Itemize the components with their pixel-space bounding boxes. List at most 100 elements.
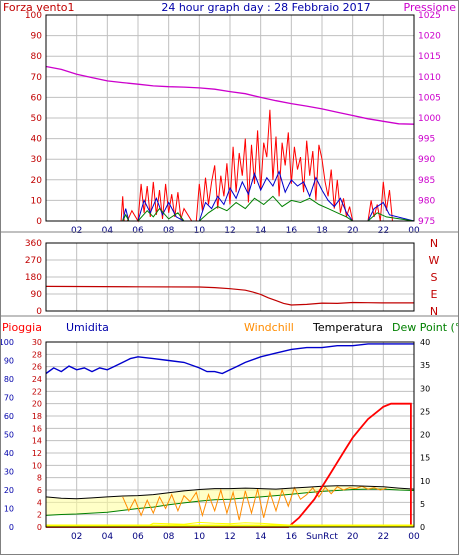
series-temperature-line [45,485,415,500]
wind-pressure-tick-labels: 0102030405060708090100975980985990995100… [25,11,441,236]
wind-y-tick-5: 50 [31,114,43,124]
wind-x-tick-5: 12 [224,226,235,236]
wind-x-tick-9: 20 [347,226,359,236]
temp-x-tick-1: 04 [102,532,114,542]
wind-y-tick-8: 80 [31,52,43,62]
wind-direction-frame [45,242,415,312]
rain-y-tick-6: 12 [32,449,42,458]
wind-x-tick-0: 02 [71,226,82,236]
pressure-y-tick-5: 1000 [418,114,441,124]
temp-y-tick-8: 40 [420,338,430,347]
direction-compass-tick-4: N [430,237,438,250]
temp-x-tick-6: 14 [255,532,267,542]
temp-x-tick-10: 22 [378,532,389,542]
temperature-humidity-tick-labels: 0102030405060708090100024681012141618202… [0,338,430,542]
temp-x-tick-5: 12 [224,532,235,542]
temp-y-tick-0: 0 [420,523,425,532]
series-rain-line [46,402,412,528]
humidity-y-tick-5: 50 [4,431,14,440]
legend-dewpoint: Dew Point (°C [392,321,459,334]
temp-x-tick-11: 00 [408,532,420,542]
rain-y-tick-1: 2 [37,511,42,520]
humidity-y-tick-10: 100 [0,338,14,347]
wind-x-tick-10: 22 [378,226,389,236]
wind-pressure-frame [45,14,415,222]
wind-y-tick-6: 60 [31,93,43,103]
humidity-y-tick-6: 60 [4,412,14,421]
pressure-y-tick-4: 995 [418,135,435,145]
temp-y-tick-1: 5 [420,500,425,509]
temp-x-tick-2: 06 [132,532,144,542]
wind-y-tick-4: 40 [31,135,43,145]
wind-y-tick-1: 10 [31,196,43,206]
humidity-y-tick-7: 70 [4,394,14,403]
wind-axis-label: Forza vento1 [3,1,75,14]
temp-y-tick-5: 25 [420,407,430,416]
pressure-y-tick-6: 1005 [418,93,441,103]
direction-y-tick-2: 180 [25,273,42,283]
temp-y-tick-3: 15 [420,454,430,463]
direction-y-tick-4: 360 [25,239,42,249]
humidity-y-tick-0: 0 [9,523,14,532]
series-wind_low-line [46,195,415,222]
temp-x-tick-4: 10 [194,532,206,542]
wind-y-tick-3: 30 [31,155,43,165]
wind-x-tick-8: 18 [316,226,328,236]
wind-pressure-panel [45,14,415,223]
pressure-y-tick-2: 985 [418,176,435,186]
temperature-humidity-frame [45,341,415,528]
rain-y-tick-4: 8 [37,474,42,483]
rain-y-tick-14: 28 [32,350,42,359]
direction-y-tick-3: 270 [25,256,42,266]
legend-windchill: Windchill [244,321,294,334]
pressure-axis-label: Pressione [404,1,457,14]
series-wind_avg-line [46,170,415,222]
pressure-y-tick-10: 1025 [418,11,441,21]
humidity-y-tick-4: 40 [4,449,14,458]
rain-y-tick-10: 20 [32,400,42,409]
rain-y-tick-5: 10 [32,461,42,470]
temp-y-tick-6: 30 [420,384,430,393]
direction-y-tick-0: 0 [36,307,42,317]
temp-y-tick-4: 20 [420,431,430,440]
temp-y-tick-2: 10 [420,477,430,486]
rain-y-tick-0: 0 [37,523,42,532]
temperature-humidity-panel [45,341,415,528]
humidity-y-tick-8: 80 [4,375,14,384]
temp-x-tick-9: 20 [347,532,359,542]
series-uv-line [46,521,415,528]
wind-x-tick-11: 00 [408,226,420,236]
direction-compass-tick-1: E [431,288,438,301]
rain-y-tick-13: 26 [32,363,42,372]
wind-x-tick-2: 06 [132,226,144,236]
rain-y-tick-15: 30 [32,338,42,347]
pressure-y-tick-8: 1015 [418,52,441,62]
rain-y-tick-12: 24 [32,375,42,384]
series-direction-line [45,285,414,306]
temp-x-tick-8: SunRct [306,532,338,542]
wind-y-tick-10: 100 [25,11,42,21]
legend-humidity: Umidita [66,321,109,334]
wind-x-tick-4: 10 [194,226,206,236]
wind-x-tick-6: 14 [255,226,267,236]
temp-y-tick-7: 35 [420,361,430,370]
rain-y-tick-2: 4 [37,498,42,507]
wind-y-tick-2: 20 [31,176,43,186]
series-dewpoint-line [45,488,415,516]
wind-x-tick-7: 16 [286,226,298,236]
legend-temperature: Temperatura [312,321,383,334]
rain-y-tick-11: 22 [32,387,42,396]
series-windchill-line [122,485,387,521]
temp-x-tick-0: 02 [71,532,82,542]
temp-x-tick-7: 16 [286,532,298,542]
temp-x-tick-3: 08 [163,532,175,542]
pressure-y-tick-0: 975 [418,217,435,227]
direction-compass-tick-2: S [431,271,438,284]
legend-rain: Pioggia [2,321,42,334]
pressure-y-tick-3: 990 [418,155,435,165]
wind-y-tick-9: 90 [31,32,43,42]
graph-title: 24 hour graph day : 28 Febbraio 2017 [161,1,370,14]
rain-y-tick-8: 16 [32,424,42,433]
